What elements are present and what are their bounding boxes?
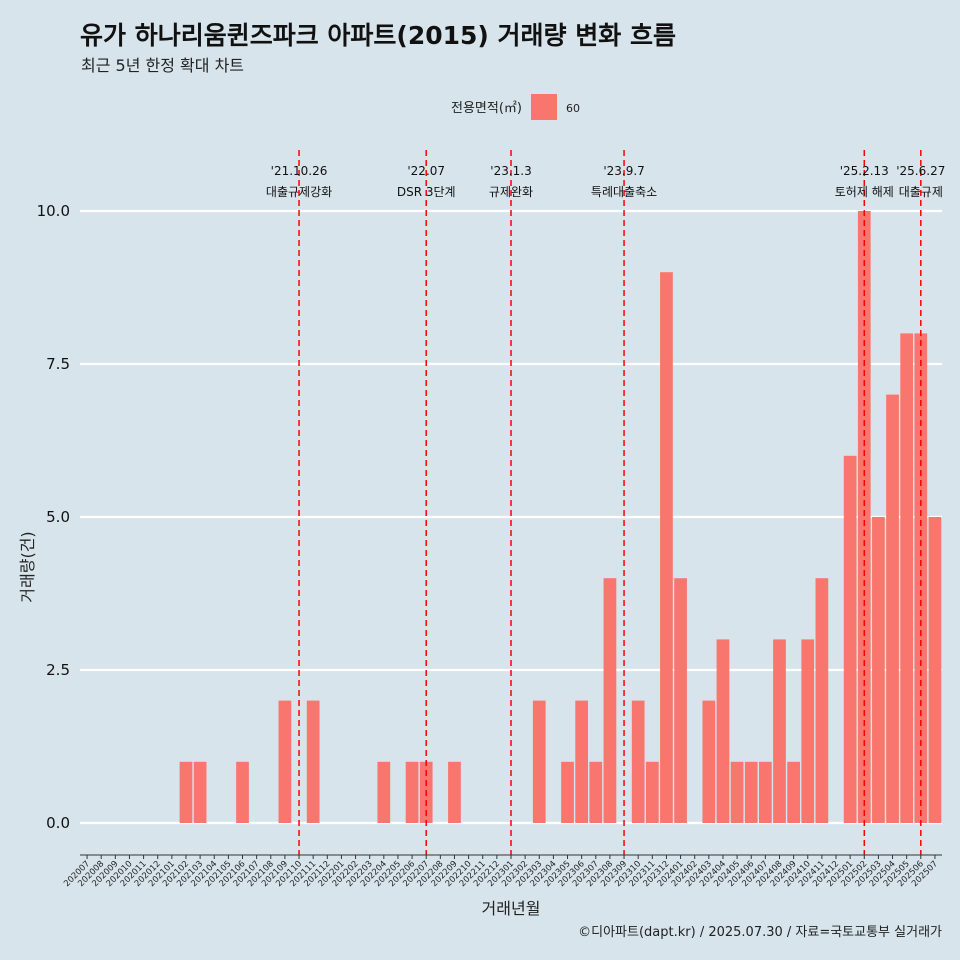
bar bbox=[928, 517, 942, 823]
bar bbox=[631, 700, 645, 823]
bar bbox=[914, 333, 928, 823]
bars bbox=[179, 211, 942, 823]
bar bbox=[645, 761, 659, 823]
bar bbox=[660, 272, 673, 823]
annotation-label: 대출규제강화 bbox=[266, 185, 332, 199]
y-tick-label: 5.0 bbox=[46, 508, 70, 526]
bar bbox=[801, 639, 815, 823]
chart-title: 유가 하나리움퀸즈파크 아파트(2015) 거래량 변화 흐름 bbox=[80, 21, 676, 50]
bar bbox=[405, 761, 419, 823]
bar bbox=[815, 578, 829, 823]
bar bbox=[236, 761, 249, 823]
bar bbox=[857, 211, 871, 823]
legend: 전용면적(㎡) 60 bbox=[451, 94, 580, 120]
bar bbox=[603, 578, 617, 823]
bar bbox=[377, 761, 391, 823]
x-axis: 2020072020082020092020102020112020122021… bbox=[62, 854, 942, 889]
bar bbox=[872, 517, 885, 823]
bar bbox=[843, 455, 857, 823]
annotation-label: 규제완화 bbox=[489, 185, 533, 199]
annotation-label: 토허제 해제 bbox=[835, 185, 894, 199]
bar bbox=[787, 761, 800, 823]
annotation-date: '23.1.3 bbox=[490, 164, 531, 178]
bar bbox=[193, 761, 207, 823]
bar bbox=[886, 394, 899, 823]
legend-title: 전용면적(㎡) bbox=[451, 101, 522, 116]
bar bbox=[674, 578, 687, 823]
bar bbox=[448, 761, 461, 823]
x-axis-title: 거래년월 bbox=[482, 899, 541, 918]
bar bbox=[744, 761, 758, 823]
bar bbox=[561, 761, 574, 823]
chart-subtitle: 최근 5년 한정 확대 차트 bbox=[81, 56, 245, 75]
bar bbox=[773, 639, 786, 823]
bar bbox=[532, 700, 546, 823]
bar bbox=[900, 333, 914, 823]
bar bbox=[759, 761, 772, 823]
annotation-date: '21.10.26 bbox=[271, 164, 328, 178]
y-tick-label: 7.5 bbox=[46, 355, 70, 373]
y-tick-label: 10.0 bbox=[37, 202, 70, 220]
annotation-label: 대출규제 bbox=[899, 185, 943, 199]
legend-swatch bbox=[531, 94, 557, 120]
annotation-date: '23.9.7 bbox=[603, 164, 644, 178]
annotation-date: '22.07 bbox=[407, 164, 445, 178]
bar bbox=[306, 700, 320, 823]
y-tick-label: 2.5 bbox=[46, 661, 70, 679]
annotation-date: '25.2.13 bbox=[840, 164, 889, 178]
bar bbox=[278, 700, 292, 823]
y-tick-label: 0.0 bbox=[46, 814, 70, 832]
y-axis-title: 거래량(건) bbox=[18, 531, 37, 602]
bar bbox=[716, 639, 730, 823]
legend-label: 60 bbox=[566, 102, 580, 115]
annotation-label: 특례대출축소 bbox=[591, 185, 657, 199]
bar bbox=[575, 700, 589, 823]
y-axis: 0.0 2.5 5.0 7.5 10.0 bbox=[37, 202, 70, 832]
bar bbox=[702, 700, 716, 823]
chart-caption: ©디아파트(dapt.kr) / 2025.07.30 / 자료=국토교통부 실… bbox=[578, 925, 942, 940]
bar bbox=[179, 761, 193, 823]
bar bbox=[730, 761, 744, 823]
bar bbox=[589, 761, 603, 823]
annotations: '21.10.26 대출규제강화 '22.07 DSR 3단계 '23.1.3 규제완화 '… bbox=[266, 150, 945, 855]
annotation-label: DSR 3단계 bbox=[397, 185, 456, 199]
annotation-date: '25.6.27 bbox=[896, 164, 945, 178]
